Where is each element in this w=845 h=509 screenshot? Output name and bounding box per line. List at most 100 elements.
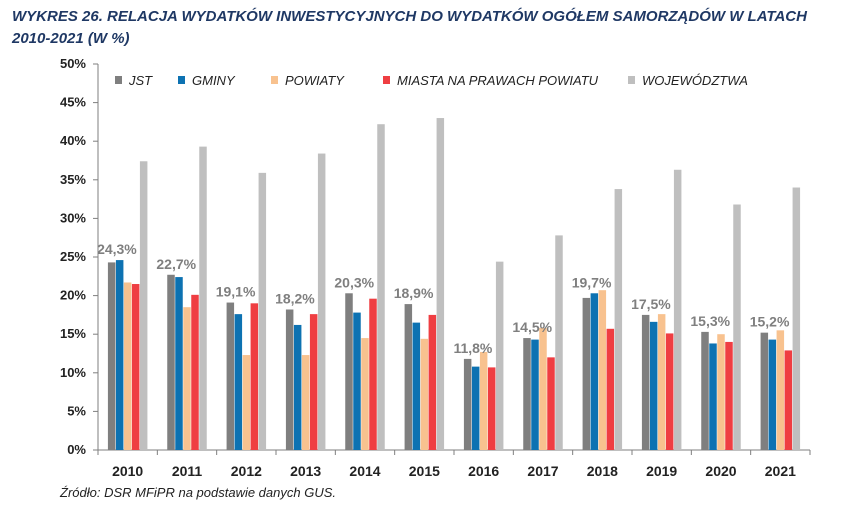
bar bbox=[115, 260, 124, 450]
data-label: 24,3% bbox=[97, 241, 137, 257]
x-tick-label: 2020 bbox=[705, 463, 736, 479]
data-label: 18,9% bbox=[394, 285, 434, 301]
bar bbox=[768, 339, 777, 450]
bar bbox=[226, 302, 235, 450]
legend-swatch bbox=[383, 76, 390, 84]
y-tick-label: 0% bbox=[67, 442, 86, 457]
bar bbox=[701, 331, 709, 450]
bar bbox=[191, 294, 199, 450]
bar bbox=[523, 338, 531, 450]
bar bbox=[404, 304, 413, 450]
legend-swatch bbox=[628, 76, 635, 84]
x-tick-label: 2018 bbox=[587, 463, 618, 479]
data-label: 22,7% bbox=[156, 256, 196, 272]
legend-swatch bbox=[178, 76, 185, 84]
data-label: 15,3% bbox=[690, 313, 730, 329]
bar bbox=[463, 358, 472, 450]
y-tick-label: 15% bbox=[60, 326, 86, 341]
bar bbox=[495, 261, 504, 450]
x-tick-label: 2013 bbox=[290, 463, 321, 479]
bar bbox=[258, 172, 267, 451]
x-tick-label: 2015 bbox=[409, 463, 440, 479]
data-label: 19,7% bbox=[572, 274, 612, 290]
bar bbox=[760, 332, 769, 450]
bar bbox=[641, 314, 650, 450]
bar bbox=[345, 293, 353, 450]
bar bbox=[353, 312, 361, 450]
bar bbox=[301, 355, 310, 450]
bar bbox=[649, 321, 658, 450]
y-tick-label: 35% bbox=[60, 172, 86, 187]
bar bbox=[547, 357, 555, 450]
bar bbox=[657, 314, 666, 450]
y-tick-label: 20% bbox=[60, 288, 86, 303]
bar bbox=[784, 350, 793, 450]
legend-swatch bbox=[115, 76, 122, 84]
x-tick-label: 2010 bbox=[112, 463, 143, 479]
bar bbox=[590, 293, 599, 450]
x-tick-label: 2017 bbox=[527, 463, 558, 479]
y-tick-label: 25% bbox=[60, 249, 86, 264]
bar bbox=[471, 366, 480, 450]
bar bbox=[139, 161, 148, 450]
bar bbox=[792, 187, 801, 450]
legend-swatch bbox=[271, 76, 278, 84]
legend-label: MIASTA NA PRAWACH POWIATU bbox=[397, 73, 599, 88]
x-tick-label: 2014 bbox=[349, 463, 380, 479]
bar bbox=[309, 314, 318, 450]
bar bbox=[167, 274, 175, 450]
bar bbox=[123, 282, 132, 450]
data-label: 17,5% bbox=[631, 296, 671, 312]
bar bbox=[369, 298, 377, 450]
data-label: 18,2% bbox=[275, 290, 315, 306]
bar bbox=[582, 297, 591, 450]
legend-label: POWIATY bbox=[285, 73, 345, 88]
bar bbox=[377, 124, 385, 450]
bar bbox=[250, 303, 259, 450]
bar bbox=[436, 118, 445, 450]
chart-title: WYKRES 26. RELACJA WYDATKÓW INWESTYCYJNY… bbox=[12, 8, 807, 47]
bar bbox=[175, 277, 183, 450]
bar bbox=[555, 235, 563, 450]
x-tick-label: 2021 bbox=[765, 463, 796, 479]
data-label: 19,1% bbox=[216, 284, 256, 300]
data-label: 20,3% bbox=[334, 274, 374, 290]
bar bbox=[293, 324, 302, 450]
bar bbox=[598, 290, 607, 450]
data-label: 15,2% bbox=[750, 314, 790, 330]
y-tick-label: 40% bbox=[60, 133, 86, 148]
bar bbox=[709, 343, 717, 450]
bar bbox=[614, 189, 623, 450]
y-tick-label: 45% bbox=[60, 95, 86, 110]
bar bbox=[285, 309, 294, 450]
data-label: 11,8% bbox=[453, 340, 492, 356]
bar bbox=[776, 330, 785, 450]
x-tick-label: 2012 bbox=[231, 463, 262, 479]
bar bbox=[665, 333, 674, 450]
bar bbox=[725, 341, 733, 450]
bar bbox=[183, 307, 191, 450]
legend-label: JST bbox=[128, 73, 153, 88]
x-tick-label: 2019 bbox=[646, 463, 677, 479]
legend-label: WOJEWÓDZTWA bbox=[642, 73, 748, 88]
bar bbox=[733, 204, 741, 450]
bar bbox=[673, 169, 682, 450]
bar bbox=[317, 153, 326, 450]
y-tick-label: 30% bbox=[60, 210, 86, 225]
bar bbox=[479, 351, 488, 450]
bar bbox=[199, 146, 207, 450]
bar bbox=[412, 322, 421, 450]
bar bbox=[487, 367, 496, 450]
legend-label: GMINY bbox=[192, 73, 236, 88]
y-tick-label: 50% bbox=[60, 56, 86, 71]
bar bbox=[428, 314, 437, 450]
bar bbox=[539, 328, 547, 450]
y-tick-label: 10% bbox=[60, 365, 86, 380]
bar bbox=[234, 314, 243, 450]
x-tick-label: 2011 bbox=[172, 463, 203, 479]
bar bbox=[420, 338, 429, 450]
bar bbox=[717, 334, 725, 450]
bar bbox=[107, 262, 116, 450]
bar bbox=[361, 338, 369, 450]
